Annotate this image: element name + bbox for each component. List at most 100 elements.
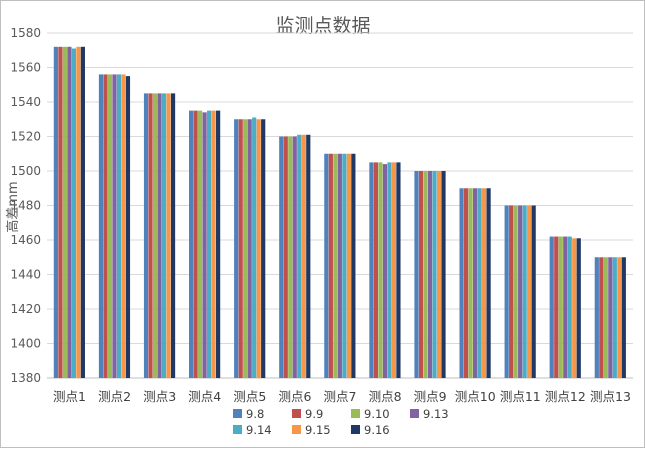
- x-tick-label: 测点11: [500, 389, 541, 404]
- y-axis-label: 高差mm: [5, 181, 21, 232]
- chart-title: 监测点数据: [275, 15, 370, 37]
- y-tick-label: 1380: [10, 371, 41, 385]
- x-tick-label: 测点8: [369, 389, 402, 404]
- bar: [414, 171, 419, 378]
- bar: [572, 238, 577, 378]
- y-tick-label: 1400: [10, 337, 41, 351]
- bar: [283, 136, 288, 378]
- bar: [80, 46, 85, 379]
- bar: [477, 188, 482, 378]
- legend-swatch: [233, 409, 242, 418]
- bar: [554, 236, 559, 378]
- x-tick-label: 测点4: [188, 389, 221, 404]
- bar: [481, 188, 487, 378]
- y-tick-label: 1480: [10, 199, 41, 213]
- bar: [513, 205, 518, 378]
- bar: [599, 257, 604, 378]
- bar: [143, 93, 149, 378]
- bar: [373, 162, 379, 378]
- bar: [157, 93, 162, 378]
- x-tick-label: 测点6: [278, 389, 311, 404]
- y-tick-label: 1460: [10, 233, 41, 247]
- bar: [58, 46, 63, 379]
- bar: [161, 93, 167, 378]
- bar: [522, 205, 527, 378]
- legend-label: 9.13: [423, 407, 449, 421]
- x-tick-label: 测点3: [143, 389, 176, 404]
- y-tick-label: 1500: [10, 164, 41, 178]
- bar: [333, 153, 338, 378]
- x-tick-label: 测点13: [590, 389, 631, 404]
- legend-label: 9.8: [246, 407, 264, 421]
- bar: [328, 153, 333, 378]
- bar: [427, 171, 433, 378]
- bar: [337, 153, 342, 378]
- bar: [391, 162, 397, 378]
- bar: [152, 93, 158, 378]
- bar: [170, 93, 176, 378]
- y-tick-label: 1540: [10, 95, 41, 109]
- bar: [62, 46, 67, 379]
- x-tick-label: 测点1: [53, 389, 86, 404]
- bar: [459, 188, 464, 378]
- bar: [301, 134, 306, 378]
- bar: [351, 153, 356, 378]
- bar: [342, 153, 347, 378]
- legend-label: 9.10: [364, 407, 390, 421]
- bar: [198, 110, 203, 378]
- bar: [617, 257, 622, 378]
- bar: [148, 93, 153, 378]
- legend-swatch: [292, 409, 301, 418]
- bar: [252, 117, 257, 379]
- bar: [76, 46, 81, 379]
- x-tick-label: 测点10: [455, 389, 496, 404]
- x-tick-label: 测点7: [324, 389, 357, 404]
- legend-swatch: [351, 409, 360, 418]
- bar: [509, 205, 514, 378]
- bar: [486, 188, 491, 378]
- bar: [324, 153, 329, 378]
- bar: [531, 205, 536, 378]
- bar: [193, 110, 198, 378]
- y-tick-label: 1560: [10, 61, 41, 75]
- bar: [378, 162, 383, 378]
- bar: [563, 236, 568, 378]
- bar: [234, 119, 239, 378]
- bar: [67, 46, 72, 379]
- bar: [608, 257, 613, 378]
- bar: [418, 171, 424, 378]
- legend-label: 9.16: [364, 423, 390, 437]
- bar: [53, 46, 58, 379]
- bar: [261, 119, 266, 378]
- bar: [468, 188, 473, 378]
- x-tick-label: 测点5: [233, 389, 266, 404]
- legend-swatch: [351, 425, 360, 434]
- y-tick-label: 1520: [10, 130, 41, 144]
- bar: [527, 205, 532, 378]
- x-tick-label: 测点2: [98, 389, 131, 404]
- bar: [116, 74, 122, 379]
- legend: 9.8 9.9 9.10 9.13 9.14 9.15 9.16: [233, 407, 449, 437]
- bar: [558, 236, 563, 378]
- bar: [423, 171, 428, 378]
- bar: [612, 257, 617, 378]
- bar: [189, 110, 194, 378]
- legend-swatch: [292, 425, 301, 434]
- legend-label: 9.9: [305, 407, 323, 421]
- bar: [567, 236, 572, 378]
- bar: [436, 171, 442, 378]
- bar: [369, 162, 374, 378]
- bar: [594, 257, 599, 378]
- bar: [107, 74, 113, 379]
- bar: [112, 74, 117, 379]
- bar: [121, 74, 126, 379]
- bar: [71, 48, 76, 379]
- bar: [576, 238, 581, 378]
- bar: [207, 110, 212, 378]
- bars: [53, 46, 626, 379]
- bar: [382, 164, 388, 378]
- y-tick-label: 1420: [10, 302, 41, 316]
- bar: [297, 134, 302, 378]
- legend-label: 9.15: [305, 423, 331, 437]
